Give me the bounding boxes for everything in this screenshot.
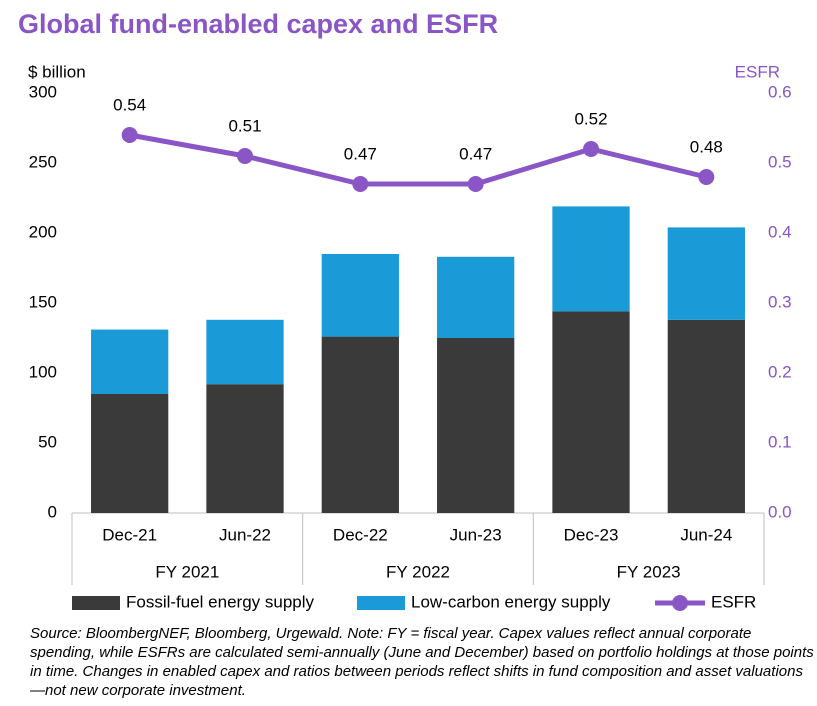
y-tick-label: 300 — [29, 82, 57, 101]
legend-label: ESFR — [711, 592, 756, 611]
y-tick-label: 150 — [29, 292, 57, 311]
y2-tick-label: 0.0 — [768, 502, 792, 521]
y-axis-label: $ billion — [28, 62, 86, 81]
y-tick-label: 0 — [48, 502, 57, 521]
source-note: Source: BloombergNEF, Bloomberg, Urgewal… — [30, 625, 814, 699]
legend-label: Low-carbon energy supply — [411, 592, 611, 611]
y-tick-label: 50 — [38, 432, 57, 451]
x-tick-label: Jun-23 — [450, 525, 502, 544]
line-marker — [698, 169, 715, 185]
bar — [91, 394, 169, 513]
y2-tick-label: 0.4 — [768, 222, 792, 241]
data-label: 0.51 — [228, 116, 261, 135]
bar — [206, 319, 284, 385]
y-tick-label: 200 — [29, 222, 57, 241]
chart: Global fund-enabled capex and ESFR $ bil… — [18, 9, 792, 611]
line — [129, 132, 707, 187]
x-tick-label: Dec-22 — [333, 525, 388, 544]
y2-tick-label: 0.6 — [768, 82, 792, 101]
bar — [552, 311, 630, 513]
x-tick-label: Dec-21 — [102, 525, 157, 544]
data-label: 0.47 — [459, 144, 492, 163]
group-label: FY 2021 — [155, 562, 219, 581]
line-marker — [237, 148, 253, 164]
legend-swatch — [672, 595, 688, 611]
bar — [321, 254, 399, 337]
bar — [552, 206, 630, 312]
legend-swatch — [357, 596, 405, 610]
bar — [91, 329, 169, 394]
bar — [437, 256, 515, 338]
bar — [667, 319, 745, 513]
line-marker — [121, 127, 138, 143]
group-label: FY 2023 — [617, 562, 681, 581]
y2-tick-label: 0.2 — [768, 362, 792, 381]
data-label: 0.54 — [113, 95, 146, 114]
data-label: 0.48 — [690, 137, 723, 156]
y2-tick-label: 0.1 — [768, 432, 792, 451]
y2-tick-label: 0.3 — [768, 292, 792, 311]
line-marker — [352, 176, 369, 192]
bar — [437, 338, 515, 513]
x-tick-label: Jun-22 — [219, 525, 271, 544]
bar — [667, 227, 745, 320]
line-marker — [583, 141, 599, 157]
legend-swatch — [72, 596, 120, 610]
data-label: 0.47 — [344, 144, 377, 163]
legend-label: Fossil-fuel energy supply — [126, 592, 315, 611]
data-label: 0.52 — [574, 109, 607, 128]
x-tick-label: Dec-23 — [564, 525, 619, 544]
y2-tick-label: 0.5 — [768, 152, 792, 171]
bar — [206, 384, 284, 513]
group-label: FY 2022 — [386, 562, 450, 581]
line-marker — [467, 176, 484, 192]
y-tick-label: 100 — [29, 362, 57, 381]
y-tick-label: 250 — [29, 152, 57, 171]
bar — [321, 336, 399, 513]
chart-title: Global fund-enabled capex and ESFR — [18, 9, 498, 39]
y2-axis-label: ESFR — [735, 62, 780, 81]
x-tick-label: Jun-24 — [680, 525, 732, 544]
